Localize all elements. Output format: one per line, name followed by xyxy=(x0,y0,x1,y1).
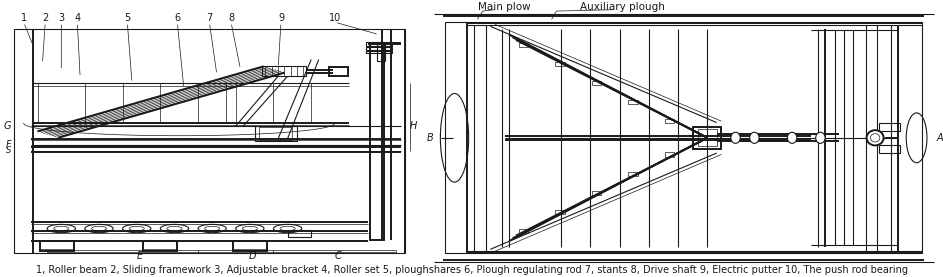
Text: 3: 3 xyxy=(58,13,64,23)
Text: 7: 7 xyxy=(207,13,212,23)
Text: A: A xyxy=(936,133,943,143)
Text: Auxiliary plough: Auxiliary plough xyxy=(580,2,665,12)
Text: D: D xyxy=(249,251,256,261)
Text: 8: 8 xyxy=(228,13,234,23)
Bar xyxy=(143,241,177,251)
Bar xyxy=(14,29,405,253)
Text: 9: 9 xyxy=(278,13,284,23)
Text: 2: 2 xyxy=(42,13,48,23)
Text: F: F xyxy=(6,140,11,150)
Bar xyxy=(592,191,602,195)
Bar xyxy=(288,230,311,237)
Bar xyxy=(370,43,384,240)
Ellipse shape xyxy=(731,132,740,143)
Bar xyxy=(665,119,674,123)
Bar xyxy=(377,44,385,61)
Ellipse shape xyxy=(787,132,797,143)
Bar xyxy=(366,51,392,53)
Bar xyxy=(628,171,637,176)
Bar xyxy=(628,100,637,104)
Bar xyxy=(329,67,348,76)
Text: 4: 4 xyxy=(74,13,80,23)
Text: 5: 5 xyxy=(124,13,130,23)
Bar xyxy=(555,210,565,214)
Ellipse shape xyxy=(750,132,759,143)
Text: C: C xyxy=(334,251,341,261)
Text: H: H xyxy=(410,121,418,131)
Bar xyxy=(366,42,392,46)
Bar xyxy=(262,66,306,76)
Text: Main plow: Main plow xyxy=(478,2,531,12)
Text: 1: 1 xyxy=(21,13,26,23)
Text: S: S xyxy=(6,147,11,155)
Bar xyxy=(259,127,292,140)
Bar xyxy=(555,62,565,66)
Ellipse shape xyxy=(867,130,884,145)
Bar xyxy=(519,43,528,47)
Text: E: E xyxy=(137,251,142,261)
Text: G: G xyxy=(4,121,11,131)
Text: 1, Roller beam 2, Sliding framework 3, Adjustable bracket 4, Roller set 5, ploug: 1, Roller beam 2, Sliding framework 3, A… xyxy=(36,265,907,275)
Text: 10: 10 xyxy=(329,13,340,23)
Bar xyxy=(879,122,900,131)
Ellipse shape xyxy=(816,132,825,143)
Bar xyxy=(255,126,297,141)
Bar xyxy=(519,229,528,233)
Text: 6: 6 xyxy=(174,13,180,23)
Bar xyxy=(233,241,267,251)
Bar xyxy=(665,152,674,157)
Bar xyxy=(698,130,717,146)
Bar xyxy=(879,145,900,153)
Bar xyxy=(40,241,74,251)
Bar xyxy=(366,47,392,50)
Bar xyxy=(592,81,602,85)
Bar xyxy=(693,127,721,149)
Bar xyxy=(38,83,226,123)
Text: B: B xyxy=(427,133,434,143)
Bar xyxy=(445,22,922,253)
